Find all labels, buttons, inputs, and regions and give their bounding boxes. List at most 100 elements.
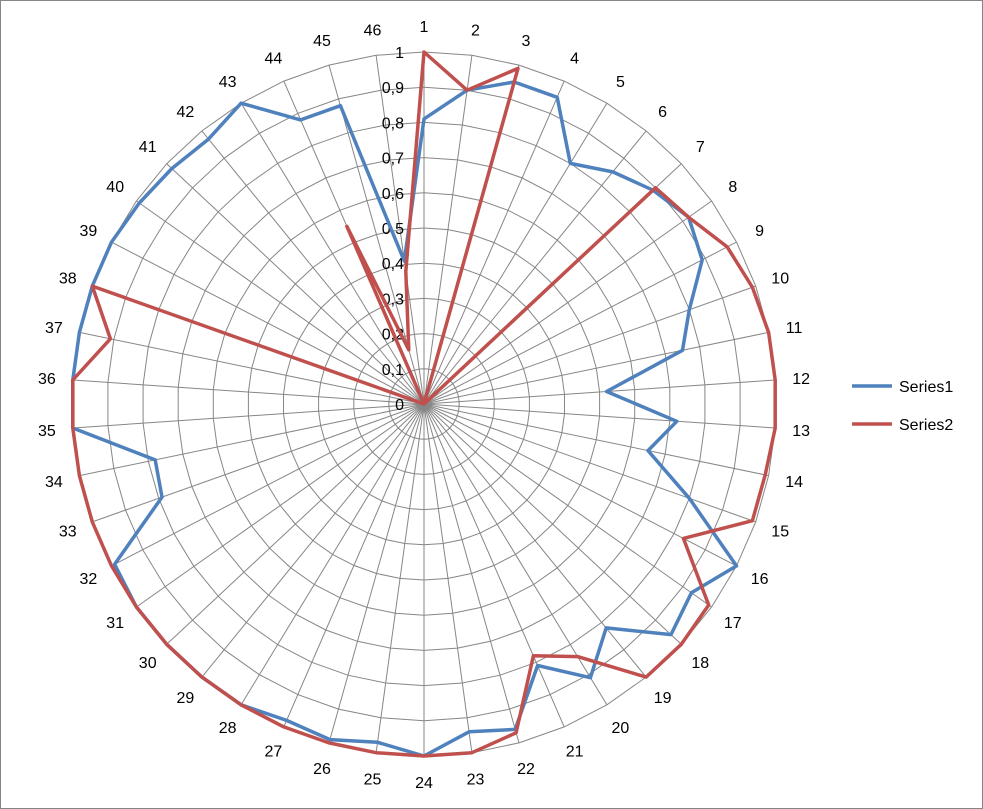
- category-label: 16: [751, 571, 769, 588]
- category-label: 27: [265, 744, 283, 761]
- grid-spoke-32: [111, 403, 425, 567]
- grid-spoke-46: [375, 55, 425, 405]
- grid-spoke-40: [136, 200, 425, 405]
- category-label: 15: [771, 524, 789, 541]
- category-label: 3: [522, 33, 531, 50]
- category-label: 26: [313, 761, 331, 778]
- grid-spoke-5: [423, 102, 608, 405]
- category-label: 12: [792, 371, 810, 388]
- grid-spoke-6: [423, 130, 647, 405]
- tick-label: 0,6: [382, 186, 404, 203]
- category-label: 13: [792, 423, 810, 440]
- category-label: 19: [654, 690, 672, 707]
- grid-spoke-36: [72, 379, 425, 405]
- grid-spoke-39: [111, 241, 425, 405]
- category-label: 33: [59, 524, 77, 541]
- grid-spoke-34: [79, 403, 425, 477]
- tick-label: 0,9: [382, 80, 404, 97]
- grid-spoke-10: [423, 285, 756, 405]
- tick-label: 1: [395, 45, 404, 62]
- grid-spoke-43: [240, 102, 425, 405]
- category-label: 6: [658, 104, 667, 121]
- grid-spoke-27: [283, 403, 425, 728]
- grid-spoke-41: [166, 163, 425, 405]
- category-label: 45: [313, 33, 331, 50]
- grid-spoke-19: [423, 403, 647, 678]
- grid-spoke-33: [92, 403, 425, 523]
- category-label: 41: [139, 139, 157, 156]
- category-label: 20: [612, 720, 630, 737]
- legend-label-2: Series2: [899, 417, 953, 434]
- category-label: 32: [80, 571, 98, 588]
- grid-spoke-8: [423, 200, 712, 405]
- category-label: 25: [364, 772, 382, 789]
- grid-spoke-11: [423, 331, 769, 405]
- category-label: 7: [696, 139, 705, 156]
- legend: Series1 Series2: [852, 379, 953, 434]
- category-label: 34: [45, 474, 63, 491]
- category-label: 46: [364, 23, 382, 40]
- category-label: 44: [265, 50, 283, 67]
- series-line-2: [71, 50, 777, 758]
- tick-label: 0,4: [382, 256, 404, 273]
- category-labels: 1 234567891011121314151617181920212223242…: [38, 19, 810, 792]
- category-label: 5: [616, 74, 625, 91]
- grid-spoke-13: [423, 403, 776, 429]
- category-label: 36: [38, 371, 56, 388]
- category-label: 40: [106, 179, 124, 196]
- grid-spoke-25: [375, 403, 425, 753]
- grid-spoke-14: [423, 403, 769, 477]
- legend-label-1: Series1: [899, 379, 953, 396]
- grid-spoke-30: [166, 403, 425, 645]
- grid-spoke-37: [79, 331, 425, 405]
- category-label: 18: [691, 655, 709, 672]
- category-label: 28: [219, 720, 237, 737]
- grid-spoke-29: [201, 403, 425, 678]
- grid-spoke-15: [423, 403, 756, 523]
- category-label: 35: [38, 423, 56, 440]
- category-label: 2: [471, 23, 480, 40]
- category-label: 43: [219, 74, 237, 91]
- category-label: 14: [785, 474, 803, 491]
- category-label: 29: [177, 690, 195, 707]
- grid-spoke-9: [423, 241, 737, 405]
- grid-spoke-35: [72, 403, 425, 429]
- tick-label: 0: [395, 397, 404, 414]
- category-label: 22: [517, 761, 535, 778]
- category-label: 10: [771, 270, 789, 287]
- grid-spoke-4: [423, 80, 565, 405]
- category-label: 4: [570, 50, 579, 67]
- grid-spoke-2: [423, 55, 473, 405]
- grid-spoke-20: [423, 403, 608, 706]
- tick-label: 0,8: [382, 115, 404, 132]
- category-label: 21: [566, 744, 584, 761]
- grid-spoke-28: [240, 403, 425, 706]
- grid-spoke-17: [423, 403, 712, 608]
- category-label: 30: [139, 655, 157, 672]
- radial-tick-labels: 00,10,20,30,40,50,60,70,80,91: [382, 45, 404, 414]
- category-label: 37: [45, 320, 63, 337]
- grid-spoke-22: [423, 403, 520, 744]
- category-label: 39: [80, 223, 98, 240]
- category-label: 23: [467, 772, 485, 789]
- category-label: 24: [415, 775, 433, 792]
- tick-label: 0,1: [382, 362, 404, 379]
- category-label: 17: [724, 615, 742, 632]
- grid-spoke-18: [423, 403, 682, 645]
- category-label: 38: [59, 270, 77, 287]
- grid-spoke-23: [423, 403, 473, 753]
- category-label: 9: [755, 223, 764, 240]
- tick-label: 0,7: [382, 151, 404, 168]
- grid-spoke-16: [423, 403, 737, 567]
- series-lines: [71, 50, 777, 758]
- grid-spoke-21: [423, 403, 565, 728]
- category-label: 11: [786, 320, 803, 337]
- category-label: 31: [106, 615, 124, 632]
- grid-spoke-31: [136, 403, 425, 608]
- grid-spoke-12: [423, 379, 776, 405]
- category-label: 8: [728, 179, 737, 196]
- grid-spoke-42: [201, 130, 425, 405]
- grid-spoke-26: [328, 403, 425, 744]
